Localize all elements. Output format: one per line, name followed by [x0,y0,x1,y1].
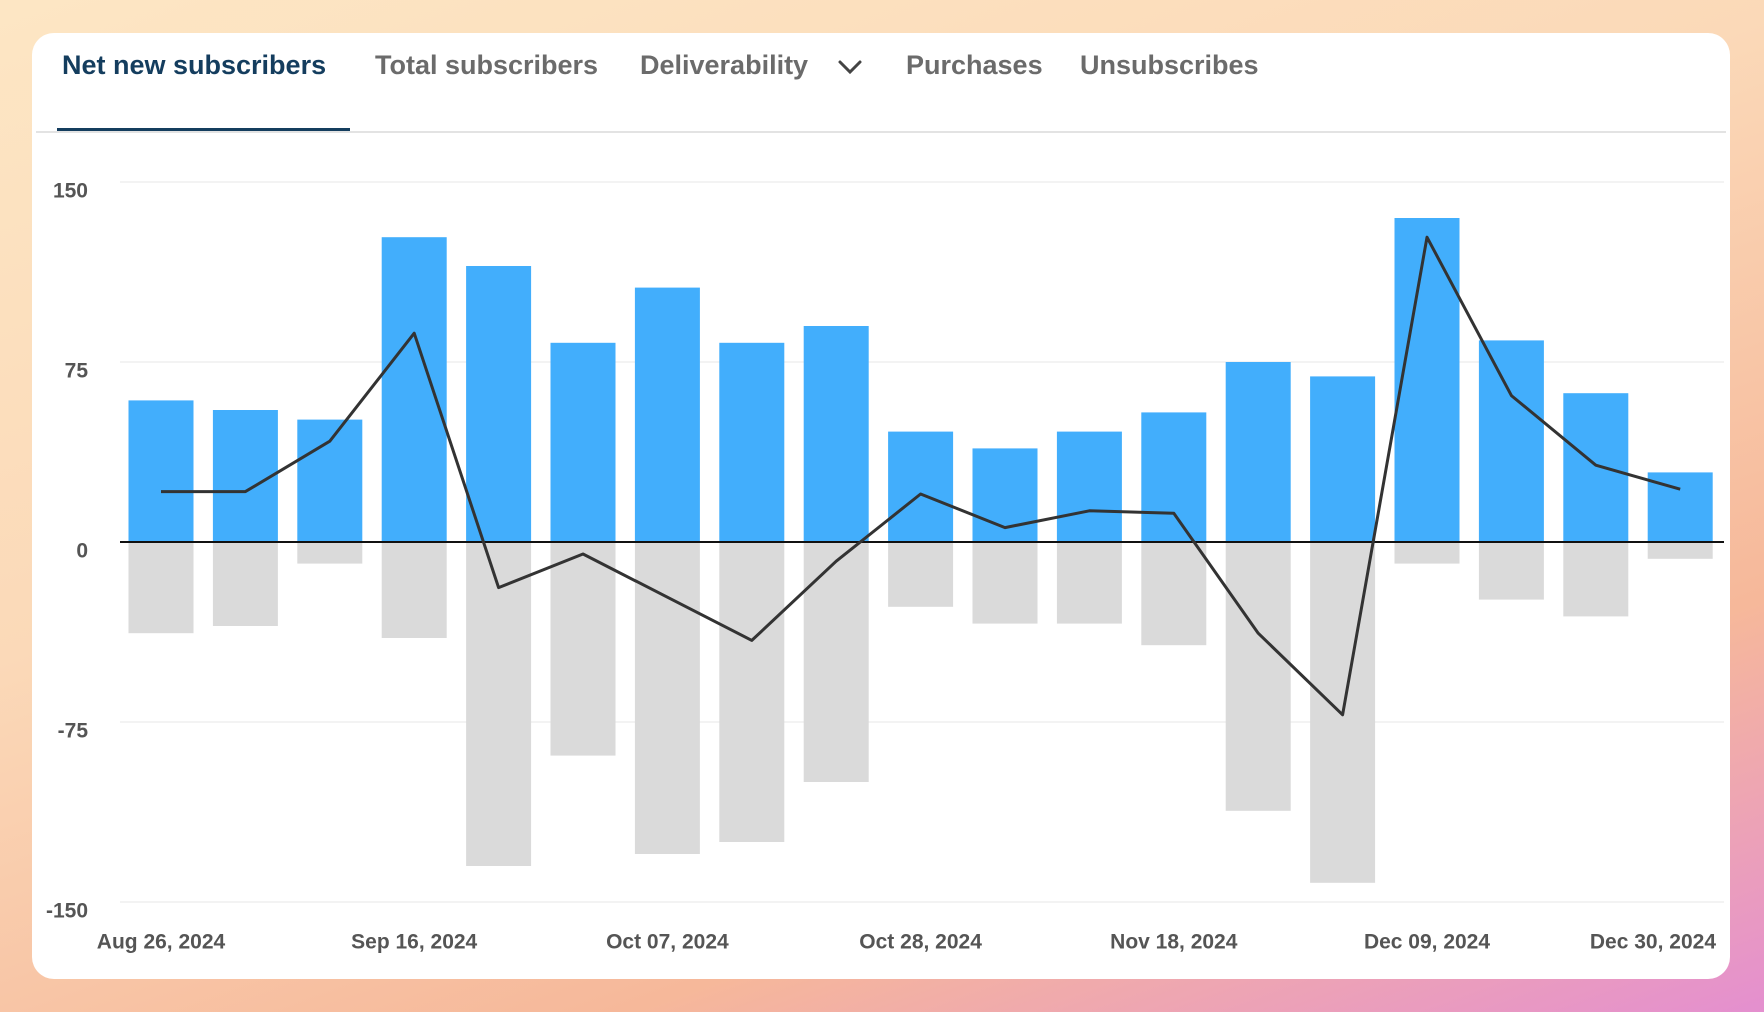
y-tick-label: 75 [65,360,89,383]
bar [1394,542,1460,564]
y-tick-label: -75 [58,720,89,743]
dropdown-chevron[interactable] [838,60,862,75]
bar [1563,393,1629,542]
bar [1056,431,1122,542]
tab[interactable]: Unsubscribes [1080,50,1259,80]
bar [1225,362,1291,542]
bar [550,542,616,756]
x-tick-label: Sep 16, 2024 [351,931,477,954]
tab[interactable]: Total subscribers [375,50,598,80]
bar [1056,542,1122,624]
bar [803,542,869,782]
y-tick-label: 0 [76,540,88,563]
bar [381,542,447,638]
active-tab-underline [57,128,350,131]
bar [466,542,532,866]
tabs: Net new subscribers Total subscribers Deli… [62,50,1259,80]
y-tick-label: 150 [53,180,88,203]
bar [719,342,785,542]
bar [128,400,194,542]
tab[interactable]: Purchases [906,50,1043,80]
bar [719,542,785,842]
bar [972,542,1038,624]
x-tick-label: Dec 09, 2024 [1364,931,1490,954]
bar [888,542,954,607]
bar [888,431,954,542]
bar [1141,542,1207,646]
bar [381,237,447,542]
bar [212,542,278,626]
bar [1478,340,1544,542]
plot: -150 -75 0 75 150 Aug 26, 2024 Sep 16, 2024 Oct… [46,180,1724,954]
bar [128,542,194,634]
bar [1478,542,1544,600]
bar [212,410,278,542]
x-tick-label: Dec 30, 2024 [1590,931,1716,954]
bar [1394,218,1460,542]
bar [297,542,363,564]
x-tick-label: Nov 18, 2024 [1110,931,1238,954]
bar [1225,542,1291,811]
bar [803,326,869,542]
y-tick-label: -150 [46,900,88,923]
x-tick-label: Oct 07, 2024 [606,931,729,954]
card [32,33,1730,979]
bar [550,342,616,542]
line [161,235,1681,717]
bar [1141,412,1207,542]
bar [634,287,700,542]
bar [634,542,700,854]
x-tick-label: Aug 26, 2024 [97,931,226,954]
tab[interactable]: Deliverability [640,50,808,80]
bar [1563,542,1629,617]
bar [1310,376,1376,542]
bar [297,419,363,542]
bar [466,266,532,542]
x-tick-label: Oct 28, 2024 [859,931,982,954]
bar [1647,542,1713,559]
tab[interactable]: Net new subscribers [62,50,326,80]
